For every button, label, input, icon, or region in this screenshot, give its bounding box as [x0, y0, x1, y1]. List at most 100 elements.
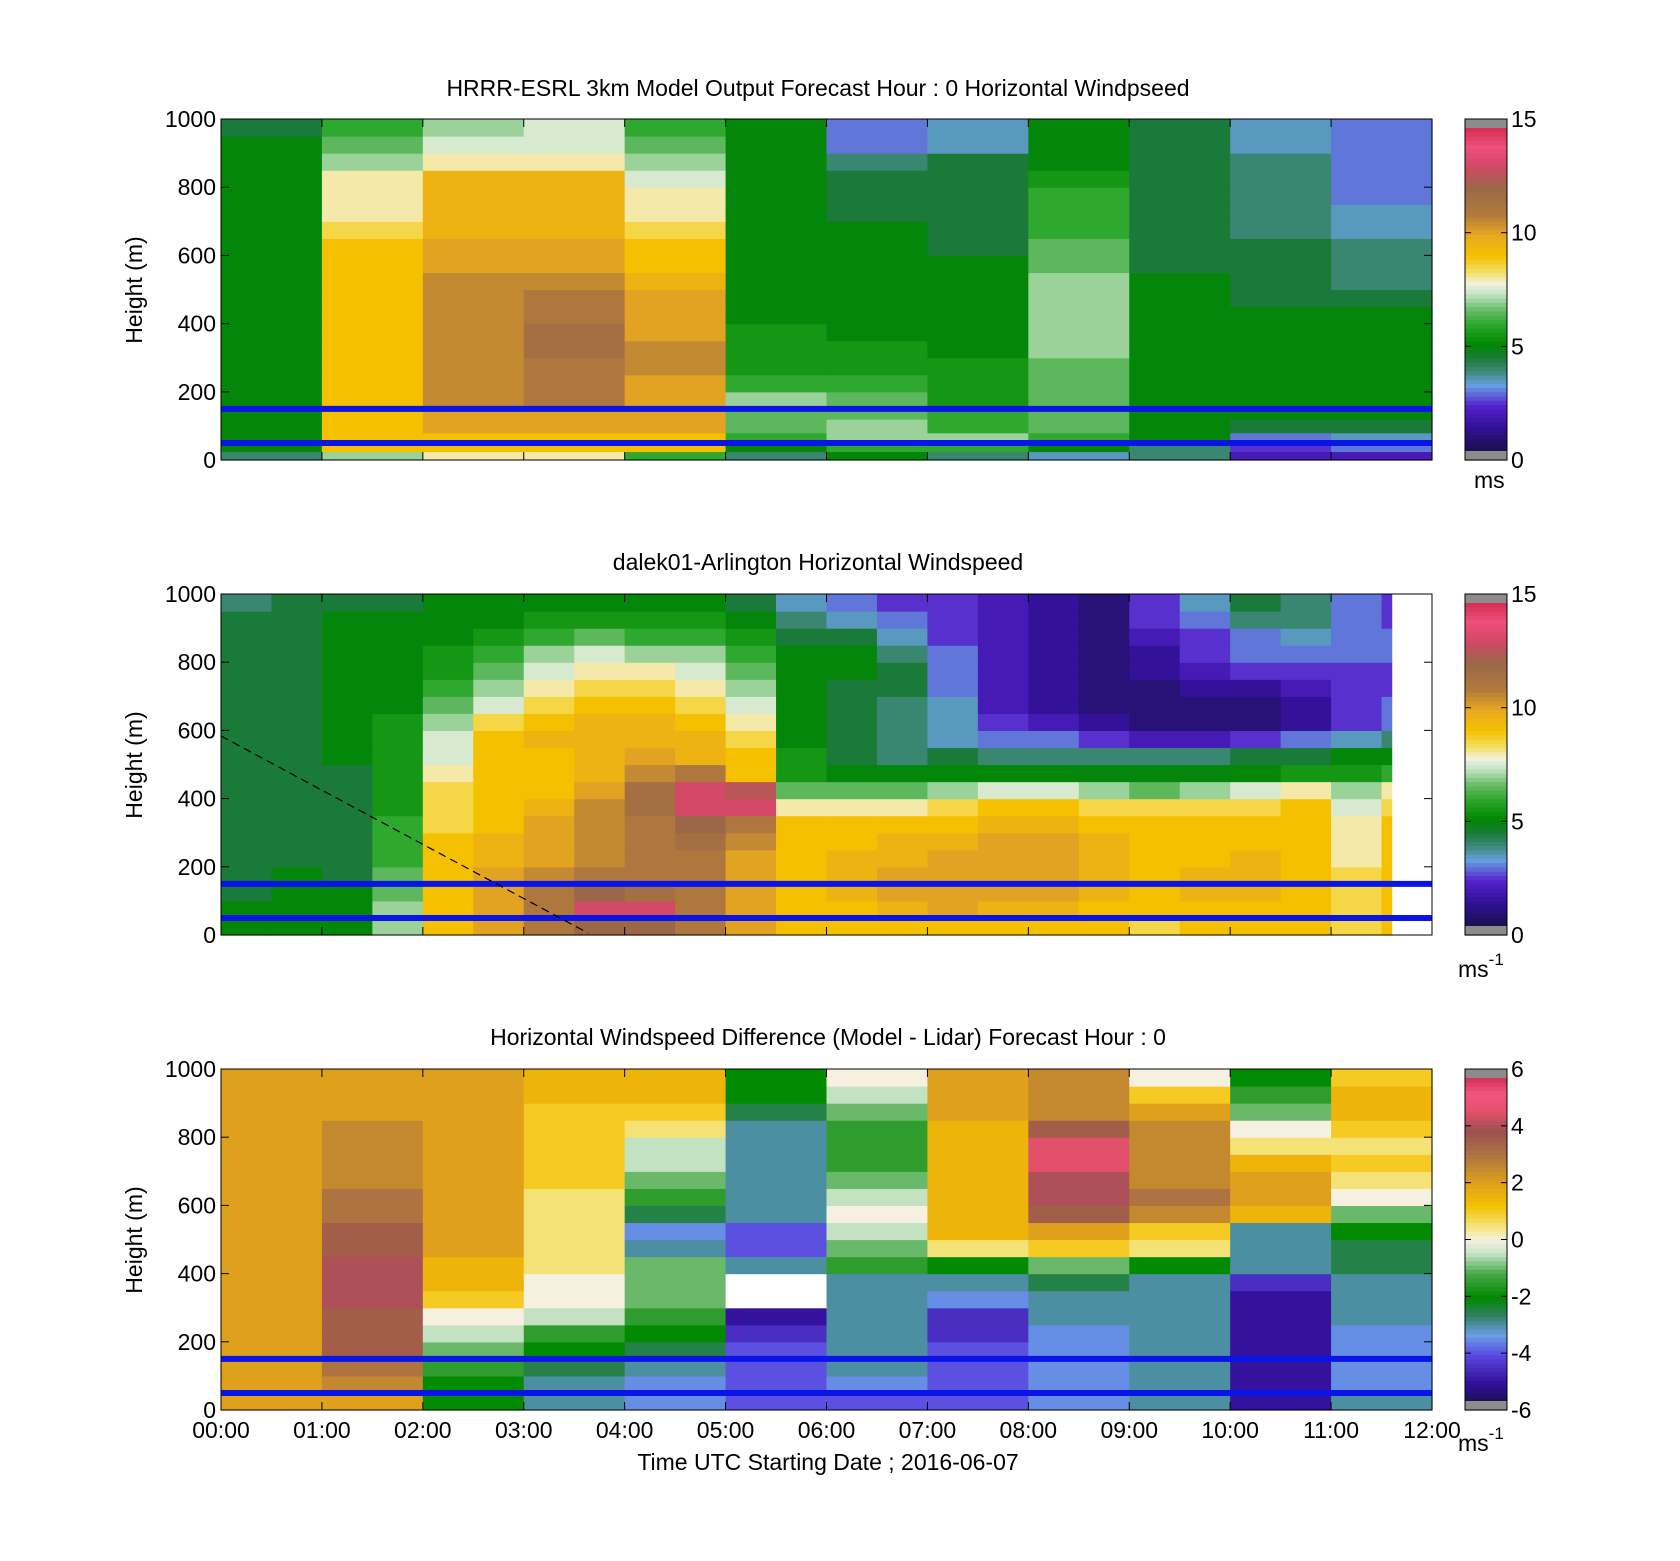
heatmap-cell [473, 713, 525, 731]
heatmap-cell [221, 255, 323, 274]
heatmap-cell [1179, 832, 1231, 851]
heatmap-cell [321, 900, 373, 919]
heatmap-cell [725, 272, 828, 291]
heatmap-cell [776, 730, 828, 749]
heatmap-cell [1331, 815, 1383, 834]
heatmap-cell [523, 764, 575, 783]
heatmap-cell [422, 781, 474, 800]
heatmap-cell [1331, 594, 1383, 612]
heatmap-cell [1280, 900, 1332, 919]
heatmap-cell [927, 1086, 1029, 1104]
heatmap-cell [422, 628, 474, 646]
heatmap-cell [826, 1154, 929, 1172]
colorbar-segment [1465, 383, 1507, 389]
heatmap-cell [372, 611, 424, 629]
heatmap-cell [776, 662, 828, 680]
heatmap-cell [1129, 662, 1181, 680]
heatmap-cell [977, 747, 1029, 766]
heatmap-cell [1028, 170, 1130, 188]
heatmap-cell [1179, 866, 1231, 885]
heatmap-cell [1230, 1375, 1332, 1394]
heatmap-cell [1028, 1239, 1130, 1258]
heatmap-cell [725, 1290, 828, 1309]
heatmap-cell [1230, 119, 1332, 137]
heatmap-cell [776, 611, 828, 629]
x-tick-label: 00:00 [192, 1417, 250, 1443]
model-heatmap [221, 119, 1433, 461]
heatmap-cell [1129, 1103, 1231, 1121]
heatmap-cell [977, 900, 1029, 919]
heatmap-cell [523, 357, 626, 376]
heatmap-cell [372, 662, 424, 680]
heatmap-cell [1331, 221, 1433, 239]
heatmap-cell [1129, 611, 1181, 629]
heatmap-cell [1331, 451, 1433, 461]
heatmap-cell [876, 798, 929, 817]
heatmap-cell [523, 1256, 626, 1275]
colorbar-segment [1465, 679, 1507, 685]
heatmap-cell [221, 1392, 323, 1411]
heatmap-cell [826, 357, 929, 376]
colorbar-segment [1465, 832, 1507, 838]
heatmap-cell [1028, 255, 1130, 274]
heatmap-cell [725, 153, 828, 171]
heatmap-cell [1028, 849, 1080, 868]
heatmap-cell [1230, 917, 1282, 936]
heatmap-cell [624, 419, 727, 434]
heatmap-cell [826, 391, 929, 407]
heatmap-cell [876, 849, 929, 868]
heatmap-cell [725, 798, 777, 817]
heatmap-cell [271, 781, 323, 800]
heatmap-cell [372, 798, 424, 817]
heatmap-cell [1230, 136, 1332, 154]
heatmap-cell [776, 815, 828, 834]
colorbar-tick-label: 0 [1511, 922, 1524, 948]
colorbar-segment [1465, 1141, 1507, 1147]
colorbar-segment [1465, 849, 1507, 855]
heatmap-cell [876, 815, 929, 834]
heatmap-cell [271, 900, 323, 919]
heatmap-cell [1129, 1256, 1231, 1275]
heatmap-cell [927, 419, 1029, 434]
heatmap-cell [221, 747, 273, 766]
heatmap-cell [826, 1188, 929, 1206]
colorbar-segment [1465, 332, 1507, 337]
model-y-axis-label: Height (m) [121, 236, 147, 343]
heatmap-cell [473, 645, 525, 663]
colorbar-segment [1465, 781, 1507, 787]
heatmap-cell [826, 781, 878, 800]
colorbar-tick-label: -6 [1511, 1397, 1531, 1423]
model-colorbar: 0 5 10 15 [1464, 106, 1537, 473]
difference-panel: Horizontal Windspeed Difference (Model -… [121, 1024, 1532, 1456]
heatmap-cell [271, 662, 323, 680]
heatmap-cell [1028, 1392, 1130, 1411]
heatmap-cell [1230, 1137, 1332, 1155]
heatmap-cell [1230, 272, 1332, 291]
heatmap-cell [927, 1069, 1029, 1087]
colorbar-tick-label: 6 [1511, 1056, 1524, 1082]
heatmap-cell [1230, 1256, 1332, 1275]
heatmap-cell [1230, 323, 1332, 342]
heatmap-cell [1230, 374, 1332, 393]
heatmap-cell [422, 306, 525, 325]
heatmap-cell [523, 255, 626, 274]
model-axes: 0 200 400 600 800 1000 [165, 106, 1433, 473]
heatmap-cell [523, 849, 575, 868]
heatmap-cell [523, 662, 575, 680]
heatmap-cell [1331, 323, 1433, 342]
heatmap-cell [725, 1307, 828, 1326]
heatmap-cell [422, 204, 525, 222]
heatmap-cell [523, 1375, 626, 1394]
difference-colorbar: -6 -4 -2 0 2 4 6 [1464, 1056, 1532, 1423]
x-tick-label: 11:00 [1303, 1417, 1359, 1443]
colorbar-segment [1465, 212, 1507, 218]
x-tick-label: 06:00 [798, 1417, 856, 1443]
heatmap-cell [624, 849, 676, 868]
heatmap-cell [221, 323, 323, 342]
colorbar-segment [1465, 361, 1507, 367]
y-tick-label: 800 [178, 649, 216, 675]
heatmap-cell [1230, 1154, 1332, 1172]
colorbar-segment [1465, 306, 1507, 312]
model-colorbar-unit: ms [1474, 467, 1505, 493]
heatmap-cell [1179, 713, 1231, 731]
